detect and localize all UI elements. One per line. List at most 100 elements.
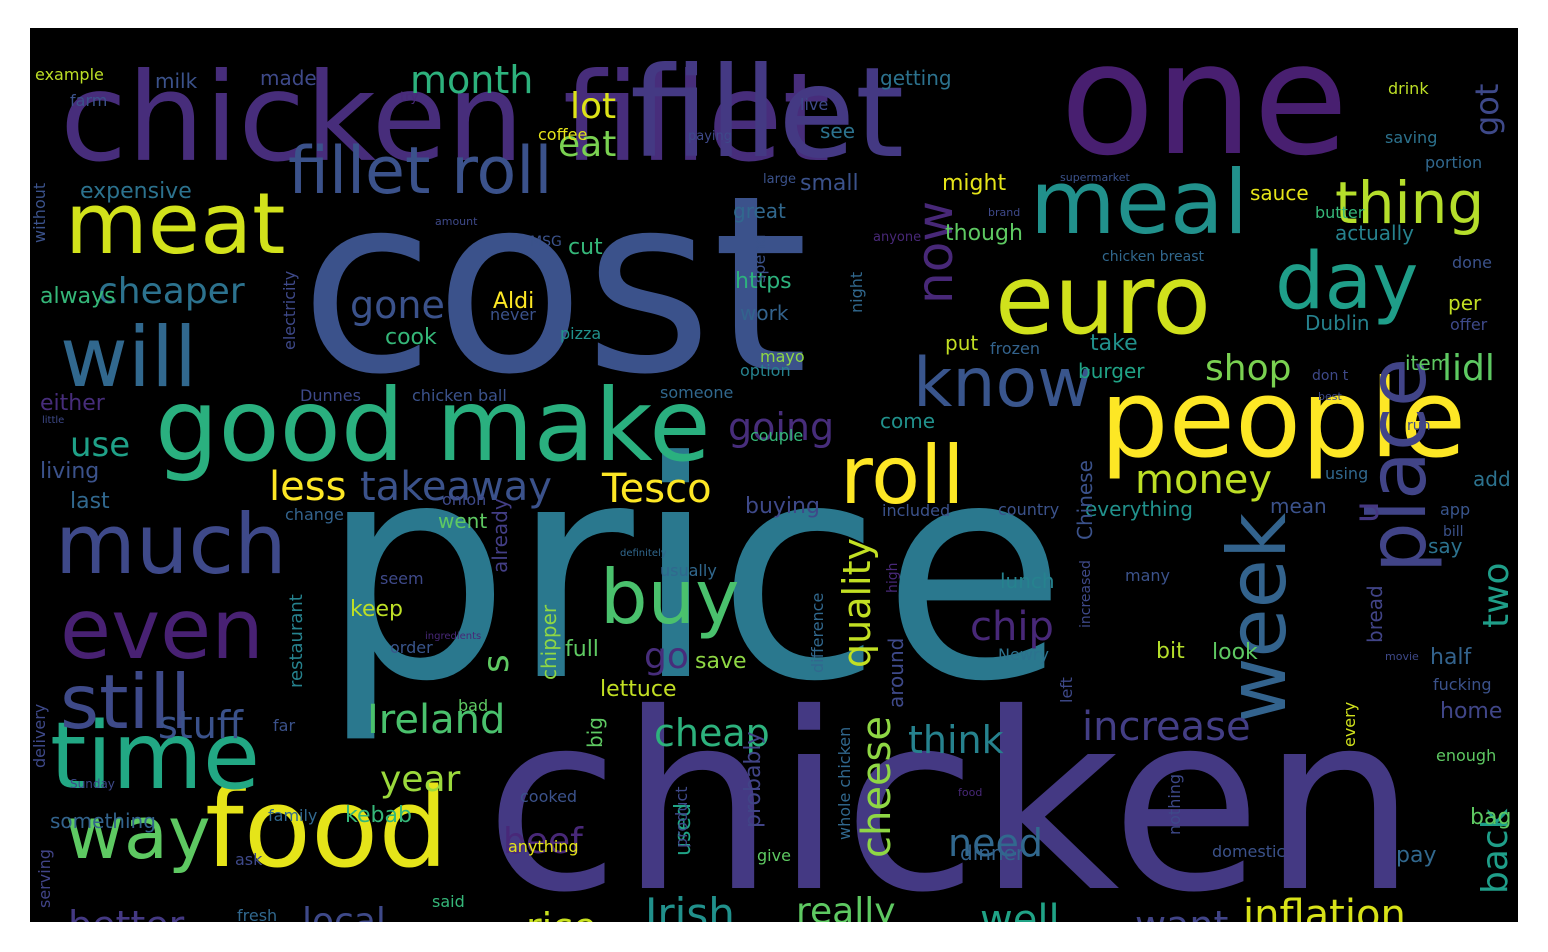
word-come: come: [880, 409, 935, 433]
word-left: left: [1057, 677, 1076, 703]
word-though: though: [945, 221, 1023, 246]
word-kebab: kebab: [345, 803, 412, 828]
word-month: month: [410, 58, 533, 102]
word-eat: eat: [558, 124, 616, 165]
word-always: always: [40, 284, 116, 309]
word-farm: farm: [70, 91, 107, 110]
word-paying: paying: [688, 129, 732, 144]
word-difference: difference: [808, 593, 827, 673]
word-going: going: [728, 405, 834, 449]
word-still: still: [60, 658, 191, 746]
word-movie: movie: [1385, 650, 1419, 663]
word-nothing: nothing: [1165, 774, 1184, 835]
word-buy: buy: [600, 553, 740, 641]
word-whole-chicken: whole chicken: [835, 727, 854, 840]
word-thing: thing: [1335, 169, 1484, 237]
word-coffee: coffee: [538, 125, 587, 144]
word-spend: spend: [750, 234, 769, 283]
word-lidl: lidl: [1442, 348, 1495, 389]
word-work: work: [740, 301, 789, 325]
word-home: home: [1440, 699, 1502, 724]
word-got: got: [1468, 84, 1506, 136]
word-butter: butter: [1315, 203, 1365, 222]
word-pay: pay: [1396, 843, 1436, 868]
word-getting: getting: [880, 66, 952, 90]
word-definitely: definitely: [620, 548, 667, 559]
word-living: living: [40, 459, 99, 484]
word-live: live: [800, 95, 828, 114]
word-chipper: chipper: [537, 604, 561, 680]
word-item: item: [1405, 351, 1450, 375]
word-dunnes: Dunnes: [300, 386, 361, 405]
word-see: see: [820, 119, 855, 143]
word-euro: euro: [995, 244, 1211, 356]
word-sauce: sauce: [1250, 181, 1309, 205]
word-even: even: [60, 581, 264, 678]
word-food: food: [958, 786, 982, 799]
word-bread: bread: [1363, 585, 1387, 643]
word-good-make: good make: [155, 367, 711, 484]
word-night: night: [847, 272, 866, 313]
word-serving: serving: [35, 849, 54, 908]
word-said: said: [432, 892, 465, 911]
word-portion: portion: [1425, 153, 1482, 172]
word-fresh: fresh: [237, 906, 277, 922]
word-probably: probably: [741, 731, 766, 828]
word-cheese: cheese: [854, 716, 900, 858]
word-drink: drink: [1388, 79, 1429, 98]
word-chicken-ball: chicken ball: [412, 386, 507, 405]
word-app: app: [1440, 500, 1470, 519]
word-included: included: [882, 501, 950, 520]
word-put: put: [945, 331, 978, 355]
word-actually: actually: [1335, 221, 1414, 245]
word-day: day: [1275, 237, 1418, 327]
word-one: one: [1060, 28, 1348, 190]
word-cheap: cheap: [654, 711, 770, 755]
word-far: far: [273, 716, 295, 735]
word-week: week: [1211, 512, 1304, 723]
word-milk: milk: [155, 69, 198, 93]
word-run: run: [1407, 418, 1431, 434]
word-mean: mean: [1270, 494, 1327, 518]
word-need: need: [948, 821, 1043, 865]
word-anyone: anyone: [873, 230, 921, 245]
word-want: want: [1135, 903, 1228, 922]
word-increase: increase: [1082, 704, 1251, 750]
word-https: https: [735, 269, 792, 294]
word-takeaway: takeaway: [360, 464, 552, 510]
word-beef: beef: [503, 821, 584, 862]
word-save: save: [695, 649, 747, 674]
word-chip: chip: [970, 604, 1054, 650]
word-made: made: [260, 66, 317, 90]
word-say: say: [1428, 534, 1463, 558]
word-electricity: electricity: [280, 271, 299, 350]
word-bag: bag: [1470, 805, 1511, 830]
word-cut: cut: [568, 235, 603, 260]
word-usually: usually: [660, 561, 717, 580]
word-never: never: [490, 305, 536, 324]
word-oven: oven: [430, 921, 469, 922]
word-tesco: Tesco: [601, 466, 712, 512]
word-u: u: [1347, 501, 1387, 523]
word-fucking: fucking: [1433, 675, 1492, 694]
word-way: way: [65, 791, 211, 875]
word-place: place: [1351, 358, 1444, 573]
word-last: last: [70, 489, 110, 514]
word-gone: gone: [350, 283, 445, 327]
word-aldi: Aldi: [493, 289, 534, 314]
word-option: option: [740, 361, 791, 380]
word-rice: rice: [526, 905, 596, 922]
word-full: full: [565, 637, 599, 662]
word-irish: Irish: [645, 889, 735, 922]
word-will: will: [60, 309, 197, 406]
word-sunday: Sunday: [70, 777, 115, 791]
word-everything: everything: [1085, 497, 1193, 521]
word-chinese: Chinese: [1073, 460, 1097, 540]
word-half: half: [1430, 645, 1473, 670]
word-don-t: don t: [1312, 368, 1349, 384]
word-every: every: [1340, 702, 1359, 747]
word-take: take: [1090, 331, 1138, 356]
word-use: use: [70, 425, 130, 465]
word-quality: quality: [835, 538, 879, 668]
